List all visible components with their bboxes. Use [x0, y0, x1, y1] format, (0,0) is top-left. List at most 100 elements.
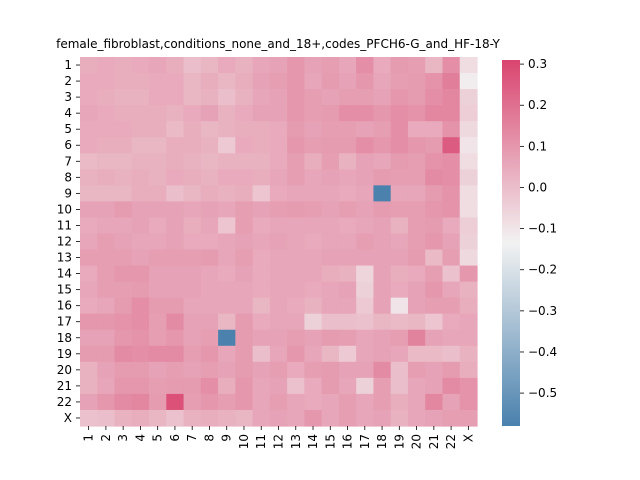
- heatmap-cell: [373, 57, 392, 74]
- heatmap-cell: [287, 137, 305, 154]
- heatmap-cell: [338, 297, 357, 315]
- heatmap-cell: [149, 105, 167, 122]
- heatmap-cell: [338, 169, 357, 186]
- heatmap-cell: [338, 345, 357, 363]
- heatmap-cell: [287, 217, 305, 235]
- column-tick-label: 6: [168, 434, 182, 442]
- heatmap-cell: [149, 73, 167, 90]
- heatmap-cell: [304, 105, 323, 122]
- heatmap-cell: [321, 233, 340, 251]
- heatmap-cell: [166, 233, 185, 251]
- colorbar-gradient: [502, 60, 520, 426]
- heatmap-cell: [114, 217, 133, 235]
- row-tick-label: 3: [64, 90, 72, 104]
- heatmap-cell: [80, 121, 98, 138]
- heatmap-cell: [149, 265, 167, 283]
- heatmap-cell: [338, 313, 357, 331]
- heatmap-cell: [321, 201, 340, 219]
- heatmap-cell: [183, 137, 202, 154]
- heatmap-cell: [80, 57, 98, 74]
- row-tick-label: 12: [57, 235, 72, 249]
- heatmap-cell: [269, 345, 288, 363]
- heatmap-cell: [442, 217, 461, 235]
- heatmap-cell: [390, 169, 409, 186]
- heatmap-cell: [97, 377, 116, 395]
- heatmap-cell: [200, 73, 219, 90]
- row-tick-label: 14: [57, 267, 72, 281]
- heatmap-cell: [252, 153, 271, 170]
- heatmap-cell: [425, 185, 444, 202]
- heatmap-cell: [373, 153, 392, 170]
- heatmap-cell: [321, 137, 340, 154]
- heatmap-cell: [304, 217, 323, 235]
- heatmap-cell: [390, 361, 409, 379]
- heatmap-cell: [80, 249, 98, 267]
- heatmap-cell: [459, 89, 478, 106]
- heatmap-cell: [252, 345, 271, 363]
- heatmap-cell: [338, 377, 357, 395]
- heatmap-cell: [287, 233, 305, 251]
- heatmap-cell: [459, 137, 478, 154]
- column-tick-label: 10: [237, 434, 251, 449]
- heatmap-cell: [390, 73, 409, 90]
- heatmap-cell: [131, 169, 150, 186]
- heatmap-cell: [183, 201, 202, 219]
- heatmap-cell: [200, 281, 219, 299]
- colorbar-tick-label: −0.4: [528, 345, 557, 359]
- heatmap-cell: [97, 57, 116, 74]
- heatmap-cell: [183, 393, 202, 411]
- heatmap-cells: [80, 57, 478, 427]
- heatmap-cell: [407, 185, 426, 202]
- heatmap-cell: [356, 361, 375, 379]
- heatmap-cell: [459, 217, 478, 235]
- heatmap-cell: [407, 169, 426, 186]
- heatmap-cell: [459, 265, 478, 283]
- heatmap-cell: [425, 233, 444, 251]
- heatmap-cell: [97, 89, 116, 106]
- heatmap-cell: [218, 361, 236, 379]
- heatmap-cell: [338, 185, 357, 202]
- heatmap-cell: [459, 185, 478, 202]
- heatmap-cell: [304, 233, 323, 251]
- heatmap-cell: [373, 233, 392, 251]
- heatmap-cell: [407, 73, 426, 90]
- heatmap-cell: [97, 153, 116, 170]
- colorbar-tick-label: −0.2: [528, 263, 557, 277]
- heatmap-cell: [425, 409, 444, 427]
- row-tick-label: 19: [57, 347, 72, 361]
- heatmap-cell: [390, 185, 409, 202]
- heatmap-cell: [425, 201, 444, 219]
- heatmap-cell: [183, 73, 202, 90]
- heatmap-cell: [114, 233, 133, 251]
- heatmap-cell: [200, 137, 219, 154]
- heatmap-cell: [149, 393, 167, 411]
- heatmap-cell: [149, 57, 167, 74]
- column-tick-label: 2: [99, 434, 113, 442]
- heatmap-cell: [114, 361, 133, 379]
- heatmap-cell: [338, 233, 357, 251]
- heatmap-cell: [149, 361, 167, 379]
- colorbar-tick-label: −0.1: [528, 222, 557, 236]
- heatmap-cell: [218, 137, 236, 154]
- heatmap-cell: [269, 377, 288, 395]
- heatmap-cell: [200, 105, 219, 122]
- heatmap-cell: [252, 329, 271, 347]
- heatmap-cell: [442, 201, 461, 219]
- heatmap-cell: [166, 361, 185, 379]
- heatmap-cell: [200, 361, 219, 379]
- heatmap-cell: [356, 185, 375, 202]
- heatmap-cell: [131, 57, 150, 74]
- heatmap-cell: [149, 233, 167, 251]
- heatmap-cell: [390, 313, 409, 331]
- heatmap-cell: [131, 185, 150, 202]
- heatmap-cell: [149, 329, 167, 347]
- heatmap-cell: [304, 329, 323, 347]
- heatmap-cell: [97, 329, 116, 347]
- heatmap-cell: [97, 313, 116, 331]
- heatmap-cell: [235, 105, 254, 122]
- column-tick-label: 8: [202, 434, 216, 442]
- heatmap-cell: [80, 393, 98, 411]
- heatmap-cell: [356, 217, 375, 235]
